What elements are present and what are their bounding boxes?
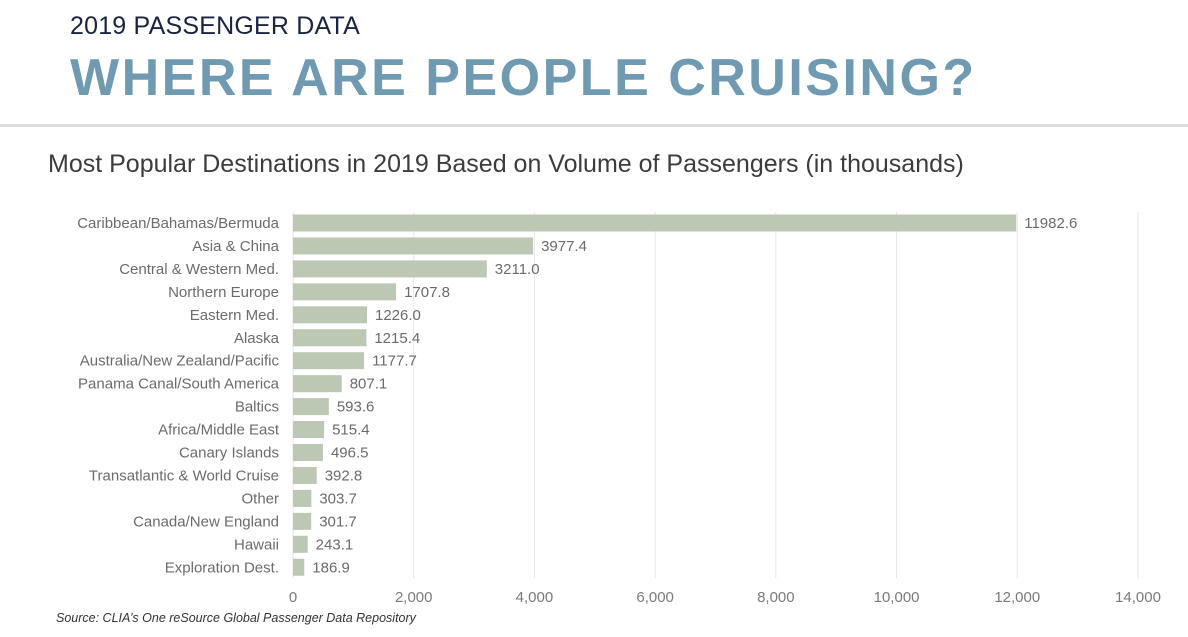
value-label: 1226.0 — [375, 307, 421, 324]
bar — [293, 352, 365, 370]
value-label: 186.9 — [312, 559, 350, 576]
bars — [293, 214, 1017, 576]
category-label: Canada/New England — [133, 513, 279, 530]
category-label: Exploration Dest. — [165, 559, 279, 576]
category-label: Alaska — [234, 330, 280, 347]
x-tick-label: 8,000 — [757, 589, 795, 606]
bar — [293, 444, 323, 461]
category-label: Baltics — [235, 399, 279, 416]
bar — [293, 466, 317, 484]
bar — [293, 260, 487, 278]
header-eyebrow: 2019 PASSENGER DATA — [70, 12, 361, 40]
value-label: 3977.4 — [541, 238, 587, 255]
category-label: Caribbean/Bahamas/Bermuda — [77, 215, 279, 232]
value-label: 593.6 — [337, 399, 375, 416]
category-label: Central & Western Med. — [119, 261, 279, 278]
value-label: 3211.0 — [495, 261, 540, 278]
bar — [293, 398, 329, 416]
x-tick-label: 4,000 — [516, 589, 554, 606]
header-divider — [0, 124, 1188, 127]
category-label: Canary Islands — [179, 445, 279, 462]
bar — [293, 375, 342, 393]
value-label: 807.1 — [350, 376, 388, 393]
bar — [293, 421, 325, 439]
category-label: Transatlantic & World Cruise — [89, 467, 279, 484]
x-tick-label: 2,000 — [395, 589, 433, 606]
value-label: 515.4 — [332, 422, 370, 439]
value-label: 392.8 — [325, 467, 363, 484]
value-label: 301.7 — [319, 513, 357, 530]
bar — [293, 329, 367, 347]
category-label: Australia/New Zealand/Pacific — [80, 353, 280, 370]
category-label: Northern Europe — [168, 284, 279, 301]
category-label: Eastern Med. — [190, 307, 279, 324]
category-label: Asia & China — [192, 238, 279, 255]
bar — [293, 535, 308, 553]
x-tick-label: 14,000 — [1115, 589, 1161, 606]
bar — [293, 283, 397, 301]
value-label: 303.7 — [319, 490, 357, 507]
x-tick-label: 6,000 — [636, 589, 674, 606]
labels: 0 2,000 4,000 6,000 8,000 10,000 12,000 14,000 C… — [77, 215, 1161, 606]
category-label: Other — [241, 490, 279, 507]
x-tick-label: 12,000 — [994, 589, 1040, 606]
chart-title: Most Popular Destinations in 2019 Based … — [48, 150, 964, 178]
bar — [293, 214, 1017, 232]
value-label: 1707.8 — [404, 284, 450, 301]
value-label: 1177.7 — [372, 353, 417, 370]
x-tick-label: 10,000 — [874, 589, 920, 606]
value-label: 496.5 — [331, 445, 369, 462]
category-label: Panama Canal/South America — [78, 376, 280, 393]
category-label: Hawaii — [234, 536, 279, 553]
bar — [293, 558, 305, 576]
value-label: 1215.4 — [374, 330, 420, 347]
bar — [293, 512, 312, 530]
page-title: WHERE ARE PEOPLE CRUISING? — [70, 49, 977, 107]
source-note: Source: CLIA’s One reSource Global Passe… — [56, 611, 416, 625]
category-label: Africa/Middle East — [158, 422, 280, 439]
bar — [293, 237, 534, 255]
value-label: 11982.6 — [1024, 215, 1077, 232]
x-tick-label: 0 — [289, 589, 297, 606]
value-label: 243.1 — [316, 536, 354, 553]
bar — [293, 489, 312, 507]
bar-chart: 0 2,000 4,000 6,000 8,000 10,000 12,000 14,000 C… — [77, 212, 1161, 606]
bar — [293, 306, 367, 324]
